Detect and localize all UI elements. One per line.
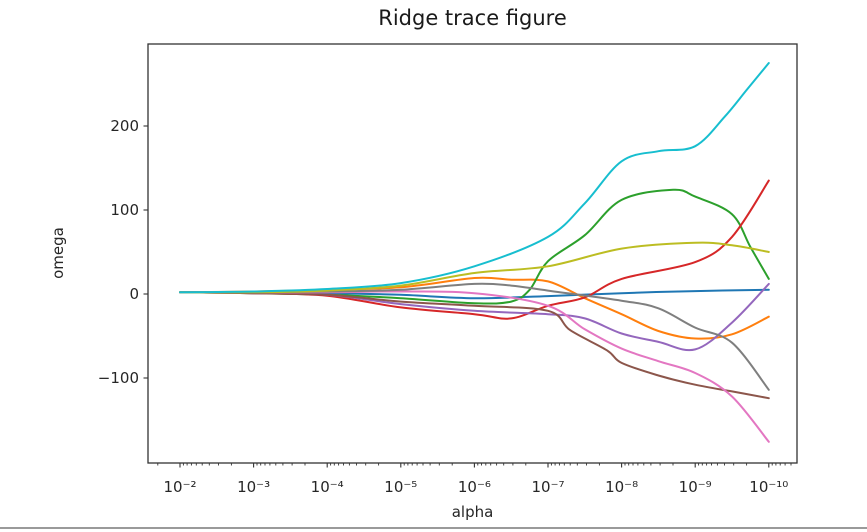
x-tick-label: 10⁻⁵ <box>384 478 417 496</box>
series-line-orange <box>179 276 770 340</box>
x-tick-label: 10⁻¹⁰ <box>749 478 788 496</box>
y-tick-label: 200 <box>110 117 139 135</box>
series-line-green <box>179 188 770 305</box>
x-tick-label: 10⁻⁷ <box>531 478 564 496</box>
y-tick-label: 100 <box>110 201 139 219</box>
bottom-separator <box>0 527 867 529</box>
x-tick-label: 10⁻⁹ <box>679 478 712 496</box>
x-tick-label: 10⁻² <box>163 478 196 496</box>
series-line-cyan <box>179 62 770 294</box>
axes-box <box>147 43 798 464</box>
series-line-olive <box>179 241 770 294</box>
y-tick-label: 0 <box>129 285 139 303</box>
y-tick-label: −100 <box>98 369 139 387</box>
x-tick-label: 10⁻⁴ <box>311 478 344 496</box>
chart-title: Ridge trace figure <box>378 6 567 30</box>
x-tick-label: 10⁻⁶ <box>458 478 491 496</box>
x-tick-label: 10⁻⁸ <box>605 478 638 496</box>
series-line-brown <box>179 291 770 400</box>
x-axis-label: alpha <box>451 503 494 521</box>
x-tick-label: 10⁻³ <box>237 478 270 496</box>
